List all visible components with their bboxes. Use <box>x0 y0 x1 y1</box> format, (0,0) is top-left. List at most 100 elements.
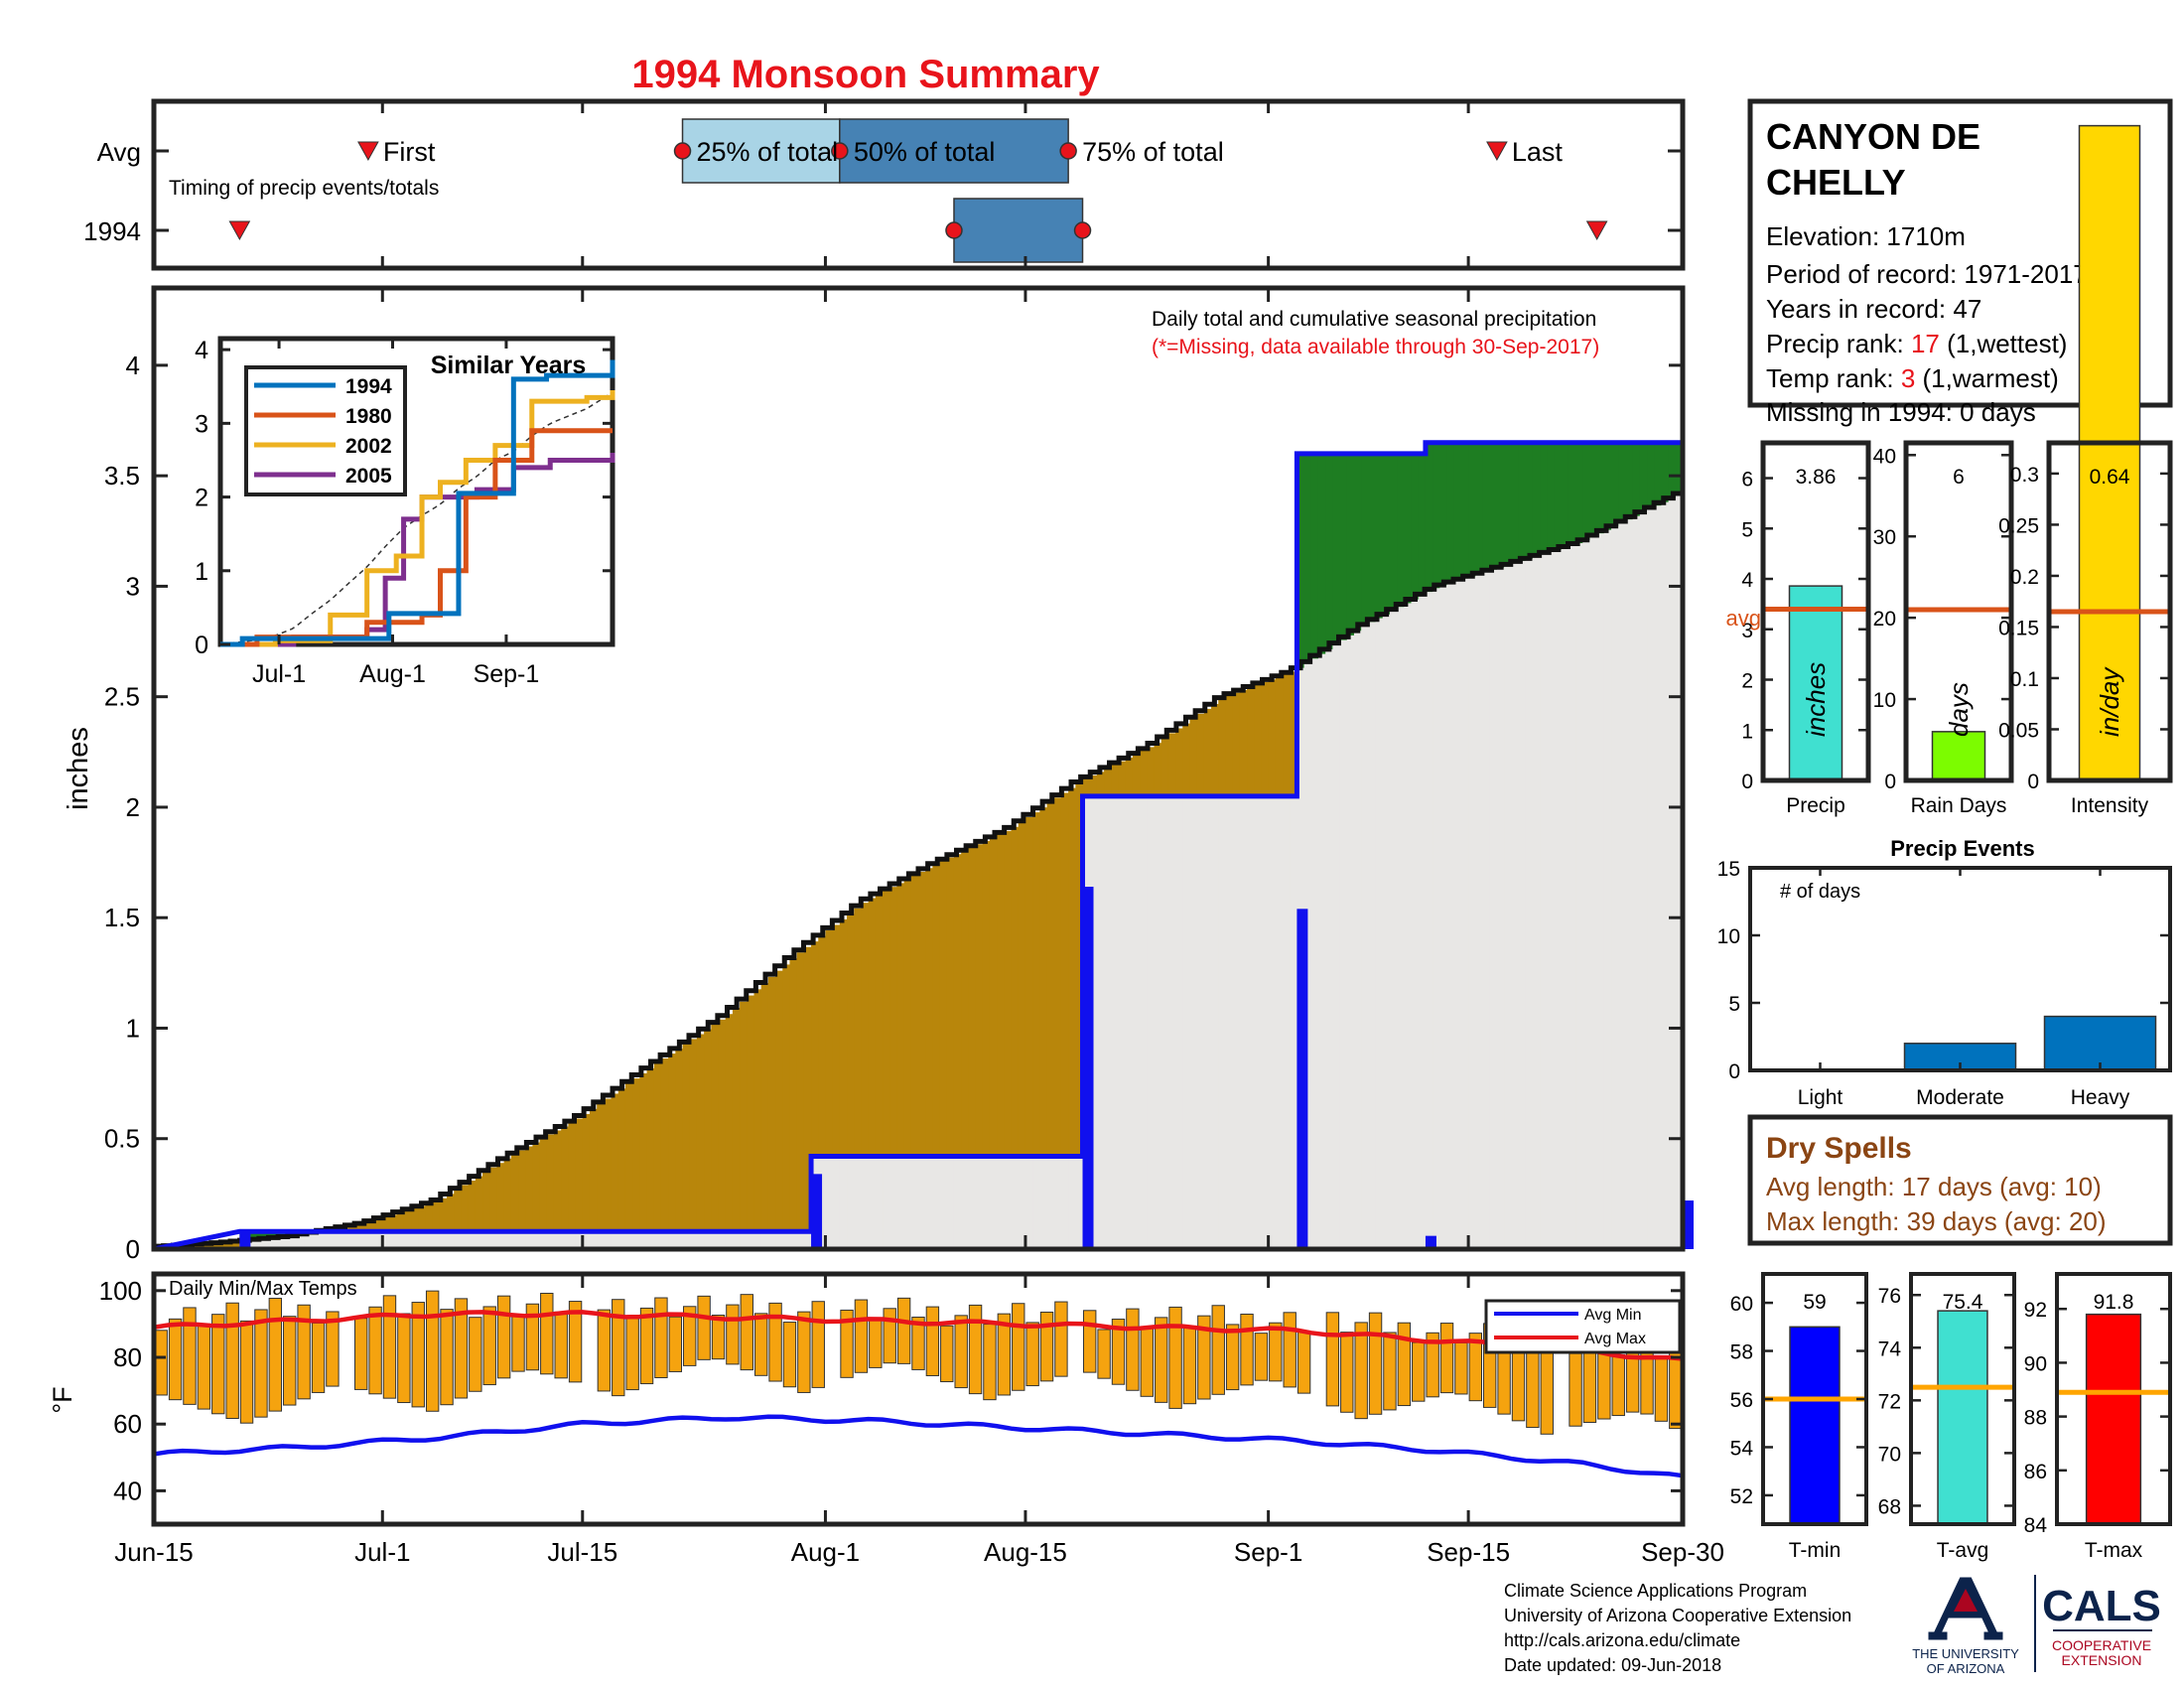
cumulative-base-fill <box>1439 585 1448 1249</box>
below-average-fill <box>204 1243 212 1249</box>
cumulative-base-fill <box>475 1231 483 1249</box>
cumulative-base-fill <box>1382 614 1391 1249</box>
below-average-fill <box>224 1241 233 1249</box>
below-average-fill <box>832 924 841 1157</box>
below-average-fill <box>503 1158 512 1232</box>
cumulative-base-fill <box>1310 658 1319 1249</box>
above-average-fill <box>1325 453 1333 649</box>
cumulative-base-fill <box>997 1156 1005 1249</box>
below-average-fill <box>1018 821 1026 1157</box>
cumulative-base-fill <box>1661 501 1670 1249</box>
precip-bar <box>1788 585 1843 781</box>
below-average-fill <box>1011 826 1020 1157</box>
t-min-ytick-label: 56 <box>1730 1389 1753 1412</box>
intensity-ytick-label: 0.05 <box>1998 719 2039 742</box>
daily-temp-range-bar <box>469 1317 482 1392</box>
below-average-fill <box>1024 816 1033 1157</box>
cumulative-base-fill <box>875 1156 884 1249</box>
cumulative-base-fill <box>1140 795 1148 1249</box>
daily-temp-range-bar <box>683 1306 697 1366</box>
cumulative-base-fill <box>489 1231 498 1249</box>
below-average-fill <box>896 883 905 1157</box>
cumulative-base-fill <box>1504 565 1512 1249</box>
below-average-fill <box>725 1014 734 1232</box>
daily-temp-range-bar <box>1654 1355 1669 1422</box>
below-average-fill <box>1203 708 1212 796</box>
cumulative-base-fill <box>1175 795 1183 1249</box>
above-average-fill <box>1561 442 1570 548</box>
cumulative-base-fill <box>675 1231 684 1249</box>
cals-logo-line-1: COOPERATIVE <box>2052 1637 2151 1653</box>
above-average-fill <box>268 1231 276 1238</box>
below-average-fill <box>346 1225 355 1232</box>
cumulative-base-fill <box>624 1231 633 1249</box>
daily-precip-bar <box>1297 909 1308 1249</box>
above-average-fill <box>1496 442 1505 568</box>
cumulative-base-fill <box>496 1231 505 1249</box>
daily-temp-range-bar <box>211 1314 225 1415</box>
t-min-ytick-label: 52 <box>1730 1485 1753 1508</box>
cumulative-base-fill <box>1154 795 1162 1249</box>
above-average-fill <box>1661 442 1670 502</box>
below-average-fill <box>796 952 805 1232</box>
daily-temp-range-bar <box>1240 1313 1254 1386</box>
daily-temp-range-bar <box>1182 1326 1197 1405</box>
t-max-ytick-label: 92 <box>2024 1299 2047 1322</box>
daily-temp-range-bar <box>1439 1323 1454 1394</box>
cumulative-base-fill <box>861 1156 870 1249</box>
below-average-fill <box>811 941 819 1157</box>
daily-temp-range-bar <box>1283 1312 1297 1388</box>
date-tick-label: Aug-1 <box>791 1537 860 1567</box>
precip-ytick-label: 3.5 <box>104 461 140 491</box>
cumulative-base-fill <box>340 1231 347 1249</box>
cumulative-base-fill <box>1489 569 1498 1249</box>
cumulative-base-fill <box>1018 1156 1026 1249</box>
below-average-fill <box>539 1138 548 1232</box>
daily-temp-range-bar <box>1397 1322 1412 1407</box>
below-average-fill <box>989 837 998 1157</box>
cumulative-base-fill <box>1225 795 1234 1249</box>
daily-temp-range-bar <box>797 1311 811 1393</box>
above-average-fill <box>1446 442 1455 584</box>
daily-temp-range-bar <box>326 1311 340 1387</box>
above-average-fill <box>1482 442 1491 572</box>
above-average-fill <box>1654 442 1663 506</box>
daily-temp-range-bar <box>1097 1329 1111 1379</box>
above-average-fill <box>1439 442 1448 586</box>
above-average-fill <box>1675 442 1684 495</box>
inset-xtick-label: Sep-1 <box>474 660 540 688</box>
below-average-fill <box>646 1067 655 1232</box>
cumulative-base-fill <box>1375 618 1384 1249</box>
above-average-fill <box>1397 453 1405 608</box>
below-average-fill <box>382 1216 391 1232</box>
below-average-fill <box>1283 673 1291 796</box>
daily-temp-range-bar <box>154 1330 168 1396</box>
cumulative-base-fill <box>1632 515 1641 1249</box>
daily-temp-range-bar <box>726 1304 740 1365</box>
below-average-fill <box>760 983 769 1232</box>
below-average-fill <box>732 1007 741 1232</box>
below-average-fill <box>660 1057 669 1232</box>
daily-temp-range-bar <box>869 1318 883 1368</box>
above-average-fill <box>1460 442 1469 579</box>
below-average-fill <box>510 1154 519 1232</box>
cumulative-base-fill <box>1004 1156 1013 1249</box>
intensity-unit: in/day <box>2095 666 2124 737</box>
above-average-fill <box>1540 442 1548 555</box>
below-average-fill <box>1118 761 1127 796</box>
t-max-ytick-label: 84 <box>2024 1514 2048 1537</box>
daily-temp-range-bar <box>840 1309 854 1378</box>
cumulative-base-fill <box>732 1231 741 1249</box>
cumulative-base-fill <box>711 1231 720 1249</box>
below-average-fill <box>1275 676 1284 796</box>
rain-days-label: Rain Days <box>1911 794 2007 817</box>
cumulative-base-fill <box>1575 543 1583 1249</box>
t-max-bar <box>2085 1313 2142 1525</box>
above-average-fill <box>1468 442 1476 577</box>
cumulative-base-fill <box>318 1231 327 1249</box>
y1994-first-marker <box>228 220 251 241</box>
below-average-fill <box>232 1241 240 1249</box>
below-average-fill <box>997 834 1005 1157</box>
cumulative-base-fill <box>1068 1156 1076 1249</box>
below-average-fill <box>1232 692 1241 796</box>
